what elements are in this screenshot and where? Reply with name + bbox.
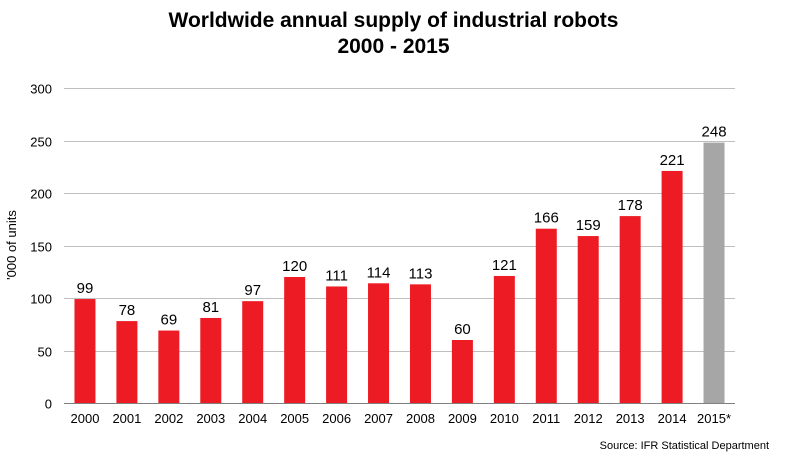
x-tick-label: 2011	[532, 411, 560, 426]
x-tick-label: 2009	[448, 411, 477, 426]
bar-2001	[116, 321, 138, 403]
bar-2010	[493, 275, 515, 403]
chart-subtitle: 2000 - 2015	[337, 35, 450, 58]
data-label: 113	[409, 265, 433, 282]
data-label: 178	[618, 197, 643, 214]
data-label: 97	[244, 282, 261, 299]
bar-2003	[200, 317, 222, 403]
bars	[74, 142, 725, 403]
x-tick-label: 2001	[112, 411, 141, 426]
y-tick-label: 150	[30, 240, 52, 255]
data-label: 166	[534, 210, 559, 227]
bar-2008	[409, 284, 431, 403]
bar-2009	[451, 340, 473, 403]
y-tick-labels: 0 50 100 150 200 250 300	[30, 82, 52, 412]
data-label: 69	[161, 312, 178, 329]
x-tick-labels: 2000 2001 2002 2003 2004 2005 2006 2007 2008 2009…	[71, 411, 732, 426]
data-label: 159	[576, 217, 601, 234]
data-label: 221	[660, 152, 685, 169]
x-tick-label: 2013	[616, 411, 645, 426]
y-tick-label: 0	[45, 397, 52, 412]
x-tick-label: 2006	[322, 411, 351, 426]
bar-2002	[158, 330, 180, 403]
x-tick-label: 2014	[658, 411, 687, 426]
data-label: 114	[367, 264, 391, 281]
data-label: 60	[454, 321, 471, 338]
data-label: 78	[119, 302, 136, 319]
y-tick-label: 200	[30, 187, 52, 202]
bar-2006	[326, 286, 348, 403]
x-tick-label: 2008	[406, 411, 435, 426]
data-labels: 99 78 69 81 97 120 111 114 113 60 121 166 159 178 221 2…	[77, 124, 727, 338]
y-axis-label: '000 of units	[4, 210, 19, 280]
data-label: 120	[282, 258, 307, 275]
x-tick-label: 2007	[364, 411, 393, 426]
bar-2011	[535, 228, 557, 403]
bar-2014	[661, 170, 683, 403]
data-label: 81	[202, 299, 219, 316]
bar-2013	[619, 216, 641, 403]
bar-2007	[368, 283, 390, 403]
y-tick-label: 250	[30, 135, 52, 150]
data-label: 248	[702, 124, 727, 141]
bar-2005	[284, 277, 306, 403]
y-tick-label: 100	[30, 292, 52, 307]
bar-2004	[242, 301, 264, 403]
data-label: 121	[492, 257, 517, 274]
x-tick-label: 2004	[238, 411, 267, 426]
source-note: Source: IFR Statistical Department	[599, 440, 769, 452]
x-tick-label: 2010	[490, 411, 519, 426]
x-tick-label: 2005	[280, 411, 309, 426]
bar-2012	[577, 236, 599, 403]
bar-2015	[703, 142, 725, 403]
chart-title: Worldwide annual supply of industrial ro…	[168, 9, 619, 32]
bar-2000	[74, 299, 96, 403]
x-tick-label: 2012	[574, 411, 603, 426]
data-label: 111	[325, 267, 348, 284]
x-tick-label: 2002	[154, 411, 183, 426]
y-tick-label: 50	[38, 345, 52, 360]
x-tick-label: 2015*	[697, 411, 731, 426]
x-tick-label: 2003	[196, 411, 225, 426]
data-label: 99	[77, 280, 94, 297]
x-tick-label: 2000	[71, 411, 100, 426]
y-tick-label: 300	[30, 82, 52, 97]
